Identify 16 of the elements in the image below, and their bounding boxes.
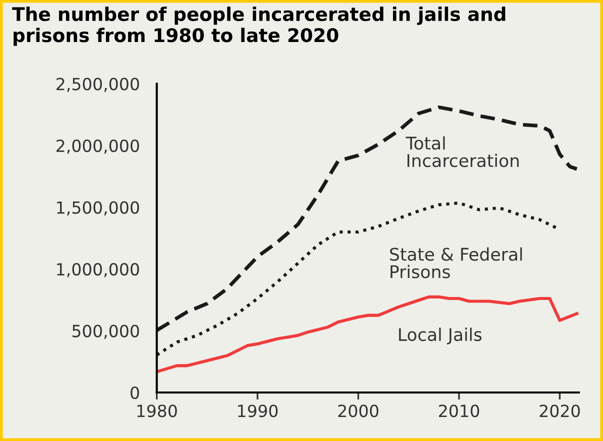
- y-tick-label: 2,500,000: [56, 78, 140, 92]
- y-tick-label: 500,000: [72, 324, 140, 340]
- x-tick-label: 2020: [540, 404, 580, 418]
- x-tick-label: 2000: [338, 404, 378, 418]
- series-label: Total Incarceration: [406, 136, 519, 168]
- x-tick-label: 1980: [137, 404, 177, 418]
- y-tick-label: 2,000,000: [56, 139, 140, 154]
- series-label: State & Federal Prisons: [390, 247, 522, 278]
- x-tick-label: 2010: [439, 404, 480, 418]
- y-tick-label: 1,500,000: [57, 201, 140, 216]
- x-tick-label: 1990: [238, 404, 278, 418]
- line-series: [156, 295, 578, 374]
- series-label: Local Jails: [399, 328, 482, 344]
- y-tick-label: 1,000,000: [57, 262, 140, 278]
- chart-title: The number of people incarcerated in jails and prisons from 1980 to late 2020: [12, 6, 506, 46]
- y-tick-label: 0: [130, 386, 140, 400]
